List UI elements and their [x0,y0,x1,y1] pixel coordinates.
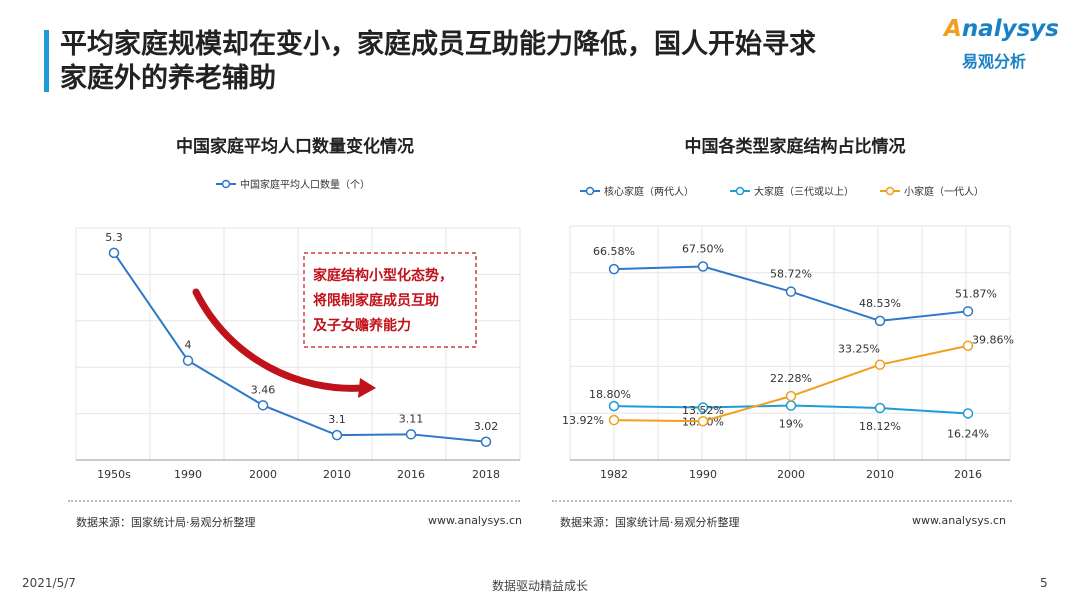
right-legend-label: 小家庭（一代人） [904,185,984,198]
left-data-point [480,436,492,448]
right-data-point [874,315,886,327]
page-number: 5 [1040,576,1048,590]
right-data-label: 33.25% [838,343,880,356]
right-data-point [697,415,709,427]
right-legend-marker [585,186,595,196]
right-data-label: 51.87% [955,287,997,300]
left-legend-label: 中国家庭平均人口数量（个） [240,178,370,191]
logo-wordmark: Analysys [944,16,1059,42]
right-data-label: 18.80% [589,388,631,401]
right-legend-marker [885,186,895,196]
left-data-label: 5.3 [105,231,123,244]
left-chart-title: 中国家庭平均人口数量变化情况 [176,137,414,157]
right-data-label: 48.53% [859,297,901,310]
right-data-point [962,340,974,351]
right-data-point [874,359,886,370]
annotation-box [303,252,477,348]
right-x-tick-label: 2010 [866,468,894,481]
left-x-tick-label: 1950s [97,468,131,481]
footer-date: 2021/5/7 [22,576,76,590]
right-data-point [785,390,797,402]
right-data-label: 13.92% [562,414,604,427]
right-data-label: 16.24% [947,427,989,440]
trend-arrow [192,288,366,392]
left-source-note: 数据来源：国家统计局·易观分析整理 [76,516,256,529]
left-data-point [108,247,120,259]
right-legend-label: 大家庭（三代或以上） [754,185,854,198]
title-accent-bar [44,30,49,92]
right-data-label: 66.58% [593,245,635,258]
right-data-point [608,400,620,412]
right-x-tick-label: 1990 [689,468,717,481]
right-data-point [608,414,620,426]
annotation-text: 家庭结构小型化态势， [313,267,453,284]
right-divider [552,500,1012,502]
right-data-label: 19% [779,418,803,431]
right-data-point [962,306,974,317]
left-data-label: 3.11 [399,412,424,425]
right-data-label: 58.72% [770,268,812,281]
annotation-text: 将限制家庭成员互助 [313,292,439,309]
left-series-line [113,252,487,443]
right-data-label: 67.50% [682,243,724,256]
left-x-tick-label: 2010 [323,468,351,481]
footer-slogan: 数据驱动精益成长 [491,579,588,593]
right-legend-label: 核心家庭（两代人） [604,185,694,198]
left-data-label: 3.02 [474,420,499,433]
right-legend-marker [735,186,745,196]
right-site-url: www.analysys.cn [912,514,1006,527]
right-chart-title: 中国各类型家庭结构占比情况 [684,137,906,157]
page-title-line1: 平均家庭规模却在变小，家庭成员互助能力降低，国人开始寻求 [60,29,816,60]
left-x-tick-label: 2000 [249,468,277,481]
left-x-tick-label: 2016 [397,468,425,481]
right-data-point [874,402,886,414]
left-data-label: 3.1 [328,413,346,426]
annotation-text: 及子女赡养能力 [313,317,411,334]
right-data-point [697,402,709,413]
right-x-tick-label: 2000 [777,468,805,481]
right-data-point [962,408,974,419]
right-data-label: 22.28% [770,372,812,385]
right-data-label: 39.86% [972,334,1014,347]
left-data-label: 3.46 [251,383,276,396]
right-data-point [697,261,709,272]
left-legend-marker [221,179,231,189]
left-data-point [405,429,417,440]
right-x-tick-label: 2016 [954,468,982,481]
page-title: 平均家庭规模却在变小，家庭成员互助能力降低，国人开始寻求 家庭外的养老辅助 [60,28,940,96]
right-source-note: 数据来源：国家统计局·易观分析整理 [560,516,740,529]
right-data-point [608,263,620,275]
left-data-label: 4 [185,339,192,352]
left-data-point [257,400,269,411]
left-data-point [182,355,194,366]
page-title-line2: 家庭外的养老辅助 [60,63,276,94]
right-data-point [785,400,797,411]
right-data-point [785,286,797,297]
right-x-tick-label: 1982 [600,468,628,481]
logo-subtitle: 易观分析 [962,52,1027,71]
left-data-point [331,429,343,441]
right-data-label: 18.12% [859,420,901,433]
trend-arrow-head [358,378,376,398]
right-data-label: 13.52% [682,404,724,417]
analysys-logo: Analysys 易观分析 [944,16,1064,76]
left-x-tick-label: 1990 [174,468,202,481]
left-divider [68,500,520,502]
left-x-tick-label: 2018 [472,468,500,481]
left-site-url: www.analysys.cn [428,514,522,527]
